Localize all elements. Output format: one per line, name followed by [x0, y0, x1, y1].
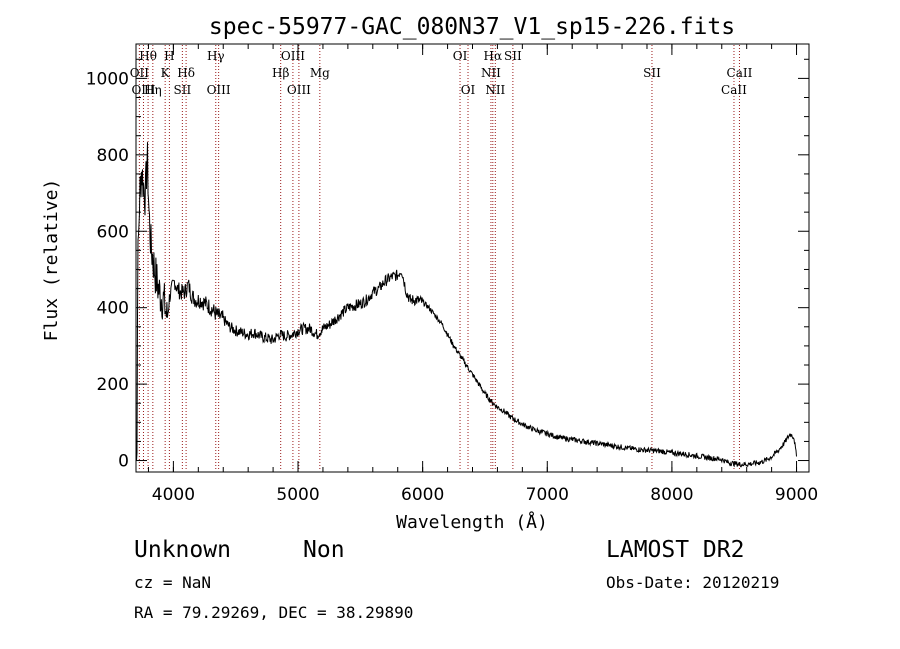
x-axis-ticks: 4000 5000 6000 7000 8000 9000	[147, 44, 818, 505]
x-tick-label: 7000	[526, 485, 569, 505]
survey-name: LAMOST DR2	[606, 537, 745, 563]
line-label: Mg	[310, 66, 330, 80]
line-label: SII	[643, 66, 661, 80]
line-label: Hβ	[272, 66, 289, 80]
redshift-value: cz = NaN	[134, 573, 212, 592]
line-label: OI	[453, 49, 468, 63]
line-markers	[138, 45, 740, 471]
coordinates: RA = 79.29269, DEC = 38.29890	[134, 603, 414, 622]
y-tick-label: 600	[97, 222, 129, 242]
observation-date: Obs-Date: 20120219	[606, 573, 780, 592]
object-subclass: Non	[303, 537, 345, 563]
line-label: H	[164, 49, 174, 63]
line-label: OIII	[131, 83, 155, 97]
y-tick-label: 200	[97, 375, 129, 395]
chart-title: spec-55977-GAC_080N37_V1_sp15-226.fits	[209, 14, 735, 40]
y-tick-label: 400	[97, 299, 129, 319]
line-label: OIII	[281, 49, 305, 63]
line-label: NII	[481, 66, 501, 80]
spectrum-series-line	[135, 142, 797, 468]
line-label: SII	[504, 49, 522, 63]
y-tick-label: 1000	[86, 69, 129, 89]
line-label: Hα	[484, 49, 503, 63]
line-label: OIII	[287, 83, 311, 97]
line-label: Hδ	[177, 66, 195, 80]
x-tick-label: 6000	[401, 485, 444, 505]
line-label: CaII	[721, 83, 747, 97]
x-tick-label: 4000	[152, 485, 195, 505]
line-label: NII	[485, 83, 505, 97]
y-axis-label: Flux (relative)	[41, 179, 62, 342]
line-label: OI	[461, 83, 476, 97]
line-label: Hη	[144, 83, 162, 97]
x-tick-label: 5000	[276, 485, 319, 505]
object-class: Unknown	[134, 537, 231, 563]
line-label: Hγ	[207, 49, 225, 63]
x-axis-label: Wavelength (Å)	[396, 511, 548, 533]
y-axis-ticks: 0 200 400 600 800 1000	[86, 58, 809, 472]
line-label: Hθ	[139, 49, 157, 63]
line-label: K	[161, 66, 171, 80]
y-tick-label: 0	[118, 452, 129, 472]
line-label: SII	[174, 83, 192, 97]
line-label: CaII	[727, 66, 753, 80]
line-label: OIII	[207, 83, 231, 97]
x-tick-label: 8000	[650, 485, 693, 505]
line-label: OII	[130, 66, 150, 80]
x-tick-label: 9000	[775, 485, 818, 505]
plot-frame	[135, 43, 810, 473]
y-tick-label: 800	[97, 146, 129, 166]
